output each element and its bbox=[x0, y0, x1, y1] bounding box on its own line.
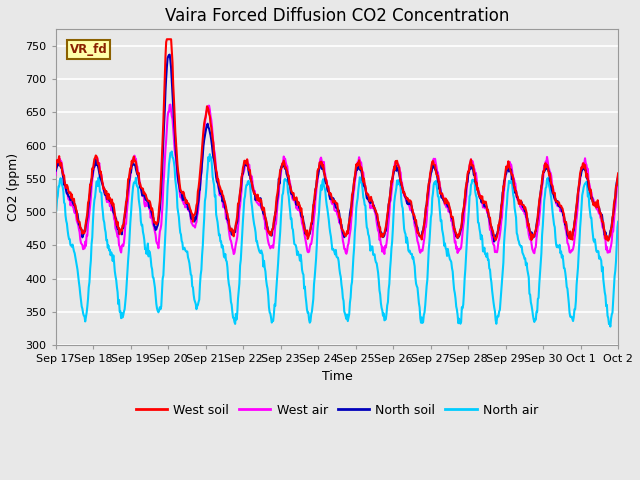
Text: VR_fd: VR_fd bbox=[70, 43, 108, 56]
Y-axis label: CO2 (ppm): CO2 (ppm) bbox=[7, 153, 20, 221]
Legend: West soil, West air, North soil, North air: West soil, West air, North soil, North a… bbox=[131, 399, 543, 422]
X-axis label: Time: Time bbox=[321, 370, 352, 383]
Title: Vaira Forced Diffusion CO2 Concentration: Vaira Forced Diffusion CO2 Concentration bbox=[164, 7, 509, 25]
